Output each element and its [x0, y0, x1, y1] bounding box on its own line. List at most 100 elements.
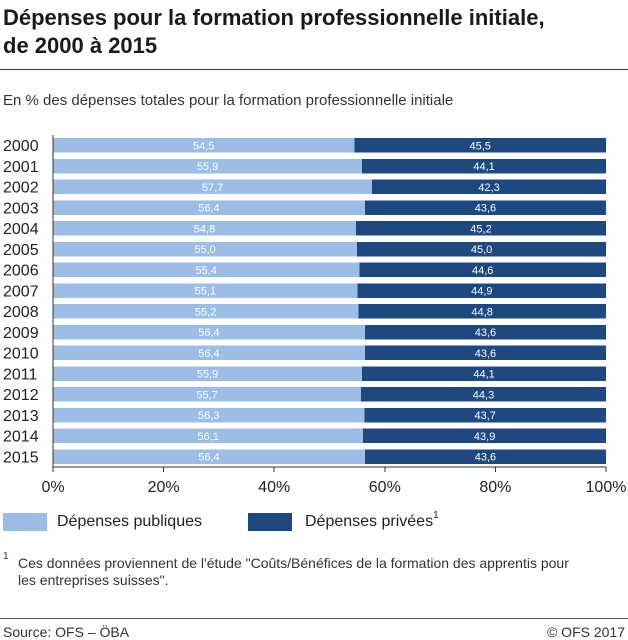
bar-depenses-publiques-2008: [53, 304, 359, 319]
data-label-depenses-publiques-2015: 56,4: [198, 452, 219, 464]
data-label-depenses-privees-2000: 45,5: [469, 140, 490, 152]
bar-depenses-publiques-2009: [53, 324, 365, 340]
year-label-2006: 2006: [3, 263, 39, 280]
year-label-2005: 2005: [3, 242, 39, 259]
x-tick-label-20: 20%: [148, 479, 180, 496]
data-label-depenses-publiques-2004: 54,8: [194, 223, 215, 235]
bar-depenses-privees-2014: [363, 428, 606, 444]
bar-depenses-privees-2002: [372, 179, 606, 195]
bar-depenses-publiques-2004: [53, 221, 357, 236]
bar-depenses-privees-2011: [362, 366, 606, 381]
chart-subtitle: En % des dépenses totales pour la format…: [3, 92, 454, 109]
bar-depenses-publiques-2015: [53, 449, 365, 464]
legend-text-public: Dépenses publiques: [57, 513, 202, 530]
bar-depenses-privees-2006: [359, 262, 606, 278]
year-label-2008: 2008: [3, 304, 39, 321]
bar-depenses-publiques-2011: [53, 366, 363, 381]
data-label-depenses-publiques-2005: 55,0: [194, 244, 215, 256]
data-label-depenses-privees-2002: 42,3: [478, 182, 499, 194]
footnote-marker: 1: [3, 551, 9, 562]
data-label-depenses-publiques-2010: 56,4: [198, 348, 219, 360]
bar-depenses-privees-2007: [357, 283, 606, 298]
year-label-2002: 2002: [3, 180, 39, 197]
data-label-depenses-privees-2014: 43,9: [474, 431, 495, 443]
chart-title-line-1: Dépenses pour la formation professionnel…: [3, 5, 545, 30]
bar-depenses-privees-2009: [364, 324, 606, 340]
bar-depenses-privees-2008: [358, 304, 606, 319]
year-label-2003: 2003: [3, 200, 39, 217]
data-label-depenses-privees-2007: 44,9: [471, 286, 492, 298]
footnote-line-1: Ces données proviennent de l'étude "Coût…: [18, 555, 569, 571]
bar-depenses-publiques-2000: [53, 138, 355, 153]
data-label-depenses-publiques-2000: 54,5: [193, 140, 214, 152]
year-label-2004: 2004: [3, 221, 39, 238]
data-label-depenses-publiques-2007: 55,1: [195, 286, 216, 298]
bar-depenses-publiques-2010: [53, 345, 365, 361]
data-label-depenses-publiques-2008: 55,2: [195, 306, 216, 318]
data-label-depenses-privees-2001: 44,1: [473, 161, 494, 173]
bar-depenses-privees-2015: [364, 449, 606, 464]
data-label-depenses-publiques-2012: 55,7: [196, 389, 217, 401]
x-tick-label-80: 80%: [479, 479, 511, 496]
data-label-depenses-privees-2011: 44,1: [473, 369, 494, 381]
year-label-2013: 2013: [3, 408, 39, 425]
x-axis-ticks: 0% 20% 40% 60% 80% 100%: [41, 467, 626, 496]
legend-swatch-private: [248, 513, 292, 531]
data-label-depenses-privees-2004: 45,2: [470, 223, 491, 235]
bar-depenses-publiques-2001: [53, 158, 363, 174]
year-label-2000: 2000: [3, 138, 39, 155]
data-label-depenses-privees-2013: 43,7: [474, 410, 495, 422]
source-text: Source: OFS – ÖBA: [3, 624, 130, 640]
data-label-depenses-publiques-2009: 56,4: [198, 327, 219, 339]
legend-label-private: Dépenses privées1: [305, 509, 439, 531]
legend-text-private: Dépenses privées: [305, 513, 434, 530]
bar-depenses-privees-2004: [356, 221, 606, 236]
bars-group: [53, 138, 606, 464]
data-label-depenses-privees-2006: 44,6: [472, 265, 493, 277]
data-label-depenses-privees-2010: 43,6: [475, 348, 496, 360]
footnote: Ces données proviennent de l'étude "Coût…: [18, 555, 569, 589]
legend-swatch-public: [3, 513, 47, 531]
data-label-depenses-publiques-2013: 56,3: [198, 410, 219, 422]
bar-depenses-publiques-2002: [53, 179, 373, 195]
bar-depenses-publiques-2014: [53, 428, 364, 444]
data-label-depenses-privees-2012: 44,3: [473, 389, 494, 401]
bar-depenses-publiques-2006: [53, 262, 360, 278]
footer-divider: [0, 618, 628, 619]
data-label-depenses-privees-2008: 44,8: [471, 306, 492, 318]
bar-depenses-privees-2000: [354, 138, 606, 153]
data-label-depenses-publiques-2011: 55,9: [197, 369, 218, 381]
bar-depenses-privees-2005: [357, 241, 606, 257]
data-labels-group: 54,5 45,5 55,9 44,1 57,7 42,3 56,4 43,6 54,8 45,2…: [193, 140, 500, 463]
x-tick-label-100: 100%: [586, 479, 627, 496]
legend-label-public: Dépenses publiques: [57, 513, 202, 531]
data-label-depenses-publiques-2006: 55,4: [195, 265, 216, 277]
year-label-2007: 2007: [3, 283, 39, 300]
category-labels-group: 2000 2001 2002 2003 2004 2005 2006 2007 2008 2009…: [3, 138, 39, 466]
data-label-depenses-publiques-2014: 56,1: [197, 431, 218, 443]
bar-depenses-publiques-2013: [53, 407, 365, 423]
year-label-2015: 2015: [3, 449, 39, 466]
bar-depenses-publiques-2003: [53, 200, 365, 215]
bar-depenses-publiques-2007: [53, 283, 358, 298]
data-label-depenses-privees-2005: 45,0: [471, 244, 492, 256]
year-label-2011: 2011: [3, 366, 38, 383]
bar-depenses-privees-2013: [364, 407, 606, 423]
bar-depenses-privees-2010: [364, 345, 606, 361]
title-divider: [0, 69, 628, 70]
year-label-2009: 2009: [3, 325, 39, 342]
year-label-2001: 2001: [3, 159, 39, 176]
data-label-depenses-privees-2009: 43,6: [475, 327, 496, 339]
chart-title-line-2: de 2000 à 2015: [3, 33, 158, 58]
data-label-depenses-privees-2003: 43,6: [475, 203, 496, 215]
bar-depenses-privees-2001: [362, 158, 606, 174]
bar-depenses-publiques-2012: [53, 387, 362, 402]
bar-depenses-privees-2012: [361, 387, 606, 402]
year-label-2012: 2012: [3, 387, 39, 404]
bar-depenses-publiques-2005: [53, 241, 358, 257]
copyright-text: © OFS 2017: [546, 624, 625, 640]
footnote-line-2: les entreprises suisses".: [18, 572, 169, 588]
data-label-depenses-publiques-2002: 57,7: [202, 182, 223, 194]
x-tick-label-0: 0%: [41, 479, 64, 496]
legend-footnote-marker: 1: [433, 509, 439, 521]
